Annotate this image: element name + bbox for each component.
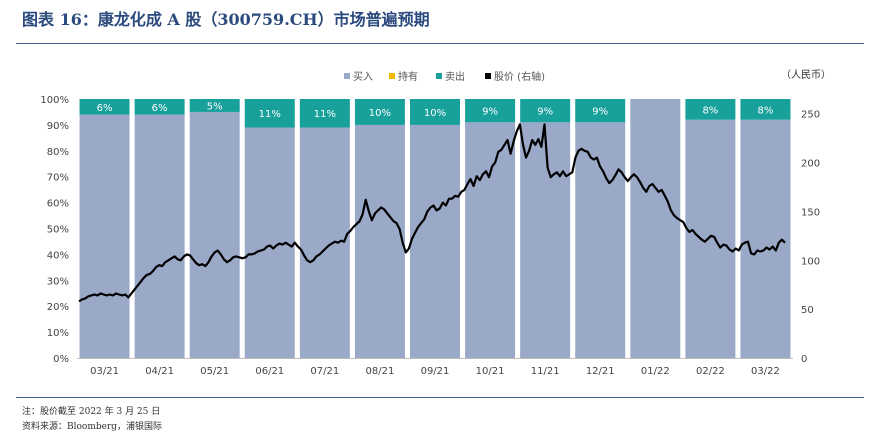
legend-buy-label: 买入 (353, 71, 373, 83)
bar-buy (740, 119, 791, 358)
y-right-tick-label: 150 (801, 207, 820, 218)
legend-price-swatch (485, 73, 491, 79)
x-tick-label: 07/21 (310, 366, 339, 377)
page-title: 图表 16：康龙化成 A 股（300759.CH）市场普遍预期 (22, 10, 430, 29)
bar-buy (630, 99, 681, 358)
sell-data-label: 11% (314, 109, 336, 120)
legend-price-label: 股价 (右轴) (494, 70, 545, 83)
y-right-tick-label: 50 (801, 305, 814, 316)
y-left-tick-label: 40% (47, 250, 69, 261)
bar-buy (410, 124, 460, 359)
bar-buy (354, 124, 405, 359)
sell-data-label: 9% (537, 107, 553, 118)
y-left-tick-label: 10% (47, 328, 69, 339)
source-text: 资料来源：Bloomberg，浦银国际 (22, 422, 163, 432)
legend-buy-swatch (344, 73, 350, 79)
x-tick-label: 12/21 (586, 366, 615, 377)
legend-hold-swatch (389, 73, 395, 79)
y-right-tick-label: 100 (801, 256, 820, 267)
y-right-tick-label: 0 (801, 354, 807, 365)
y-left-tick-label: 50% (47, 225, 69, 236)
x-tick-label: 04/21 (145, 366, 174, 377)
bar-sell (299, 99, 350, 128)
y-left-tick-label: 80% (47, 147, 69, 158)
y-right-tick-label: 250 (801, 110, 820, 121)
y-left-tick-label: 0% (53, 354, 69, 365)
sell-data-label: 10% (369, 108, 391, 119)
bar-buy (465, 122, 516, 358)
bar-sell (189, 99, 240, 112)
x-tick-label: 08/21 (366, 366, 395, 377)
legend: 买入 持有 卖出 股价 (右轴) (344, 70, 545, 83)
bar-sell (134, 99, 185, 115)
y-right-tick-label: 200 (801, 159, 820, 170)
bar-buy (685, 119, 736, 358)
x-tick-label: 05/21 (200, 366, 229, 377)
bar-sell (520, 99, 571, 123)
sell-data-label: 9% (482, 107, 498, 118)
axes: 0% 10% 20% 30% 40% 50% 60% 70% 80% 90% 100% 0 50 100 1… (40, 95, 820, 377)
bar-sell (465, 99, 516, 123)
legend-sell-label: 卖出 (445, 70, 465, 83)
bar-buy (520, 122, 571, 358)
y-left-tick-label: 30% (47, 276, 69, 287)
footer-rule (16, 397, 864, 398)
sell-data-label: 5% (207, 101, 223, 112)
sell-data-label: 9% (592, 107, 608, 118)
y-left-tick-label: 20% (47, 302, 69, 313)
x-tick-label: 02/22 (696, 366, 725, 377)
x-tick-label: 09/21 (421, 366, 450, 377)
bar-sell (79, 99, 130, 115)
price-line (78, 123, 786, 303)
x-tick-label: 03/22 (751, 366, 780, 377)
bar-buy (189, 111, 240, 358)
sell-data-label: 10% (424, 108, 446, 119)
sell-data-label: 6% (152, 103, 168, 114)
footnote: 注：股价截至 2022 年 3 月 25 日 (22, 407, 161, 417)
bar-buy (575, 122, 626, 358)
x-tick-label: 01/22 (641, 366, 670, 377)
y-left-tick-label: 60% (47, 199, 69, 210)
y-left-tick-label: 100% (40, 95, 69, 106)
x-tick-label: 06/21 (255, 366, 284, 377)
x-tick-label: 10/21 (476, 366, 505, 377)
sell-data-label: 6% (97, 103, 113, 114)
sell-data-label: 8% (702, 105, 718, 116)
bar-sell (354, 99, 405, 125)
legend-sell-swatch (436, 73, 442, 79)
title-rule (16, 43, 864, 44)
bar-buy (79, 114, 130, 358)
bar-buy (134, 114, 185, 358)
y-left-tick-label: 90% (47, 121, 69, 132)
y-left-tick-label: 70% (47, 173, 69, 184)
sell-data-label: 11% (259, 109, 281, 120)
bar-sell (740, 99, 791, 120)
right-axis-unit: （人民币） (781, 70, 831, 81)
bar-sell (410, 99, 460, 125)
x-tick-label: 11/21 (531, 366, 560, 377)
bar-sell (685, 99, 736, 120)
legend-hold-label: 持有 (398, 70, 418, 83)
bars (79, 99, 791, 359)
price-line-group (78, 123, 786, 303)
x-tick-label: 03/21 (90, 366, 119, 377)
sell-data-label: 8% (758, 105, 774, 116)
bar-sell (575, 99, 626, 123)
bar-buy (299, 127, 350, 359)
bar-sell (244, 99, 295, 128)
data-labels: 6% 6% 5% 11% 11% 10% 10% 9% 9% 9% 8% 8% (97, 101, 774, 120)
